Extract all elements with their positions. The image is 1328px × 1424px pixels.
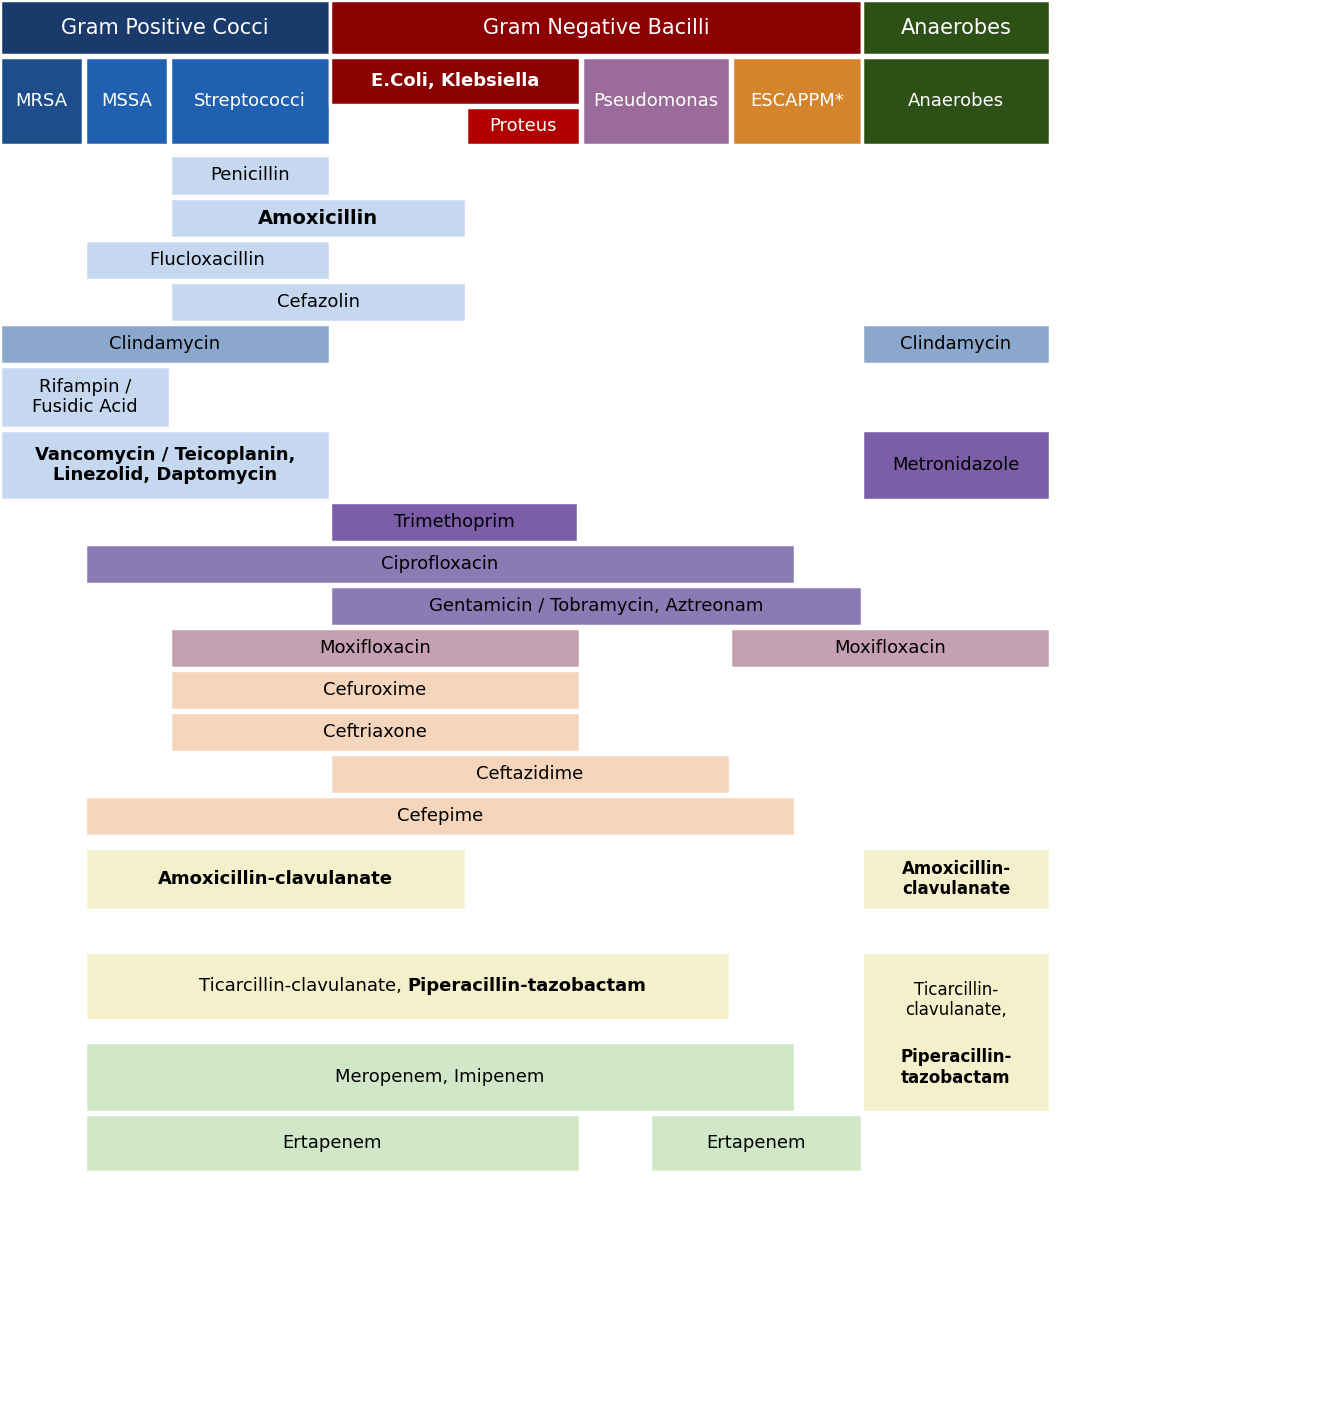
Bar <box>170 57 329 145</box>
Text: Anaerobes: Anaerobes <box>908 93 1004 110</box>
Text: Ticarcillin-
clavulanate,: Ticarcillin- clavulanate, <box>906 981 1007 1020</box>
Bar <box>170 712 580 752</box>
Text: Ceftazidime: Ceftazidime <box>477 765 583 783</box>
Text: Ceftriaxone: Ceftriaxone <box>323 723 426 740</box>
Text: Amoxicillin-clavulanate: Amoxicillin-clavulanate <box>158 870 393 889</box>
Text: Trimethoprim: Trimethoprim <box>393 513 514 531</box>
Text: Moxifloxacin: Moxifloxacin <box>319 639 430 656</box>
Text: Proteus: Proteus <box>489 117 556 135</box>
Bar <box>649 1114 862 1172</box>
Text: Clindamycin: Clindamycin <box>109 335 220 353</box>
Bar <box>85 1114 580 1172</box>
Text: Gram Positive Cocci: Gram Positive Cocci <box>61 17 268 37</box>
Bar <box>0 366 170 429</box>
Text: Vancomycin / Teicoplanin,
Linezolid, Daptomycin: Vancomycin / Teicoplanin, Linezolid, Dap… <box>35 446 295 484</box>
Bar <box>85 953 730 1020</box>
Text: Cefazolin: Cefazolin <box>276 293 360 310</box>
Text: Flucloxacillin: Flucloxacillin <box>150 251 266 269</box>
Bar <box>0 57 82 145</box>
Bar <box>170 628 580 668</box>
Text: Ciprofloxacin: Ciprofloxacin <box>381 555 498 572</box>
Bar <box>85 544 795 584</box>
Bar <box>329 57 580 105</box>
Bar <box>0 430 329 500</box>
Text: Amoxicillin-
clavulanate: Amoxicillin- clavulanate <box>902 860 1011 899</box>
Bar <box>170 198 466 238</box>
Bar <box>170 671 580 711</box>
Bar <box>329 0 862 56</box>
Text: Clindamycin: Clindamycin <box>900 335 1012 353</box>
Text: Gentamicin / Tobramycin, Aztreonam: Gentamicin / Tobramycin, Aztreonam <box>429 597 764 615</box>
Bar <box>862 57 1050 145</box>
Text: Metronidazole: Metronidazole <box>892 456 1020 474</box>
Text: Anaerobes: Anaerobes <box>900 17 1012 37</box>
Bar <box>85 796 795 836</box>
Bar <box>862 430 1050 500</box>
Text: Meropenem, Imipenem: Meropenem, Imipenem <box>335 1068 544 1087</box>
Bar <box>862 325 1050 365</box>
Text: MSSA: MSSA <box>101 93 151 110</box>
Text: E.Coli, Klebsiella: E.Coli, Klebsiella <box>371 73 539 90</box>
Bar <box>466 107 580 145</box>
Bar <box>0 0 329 56</box>
Text: Cefuroxime: Cefuroxime <box>324 681 426 699</box>
Text: ESCAPPM*: ESCAPPM* <box>750 93 843 110</box>
Bar <box>732 57 862 145</box>
Bar <box>329 753 730 795</box>
Text: Pseudomonas: Pseudomonas <box>594 93 718 110</box>
Text: Amoxicillin: Amoxicillin <box>258 208 378 228</box>
Bar <box>582 57 730 145</box>
Bar <box>170 155 329 197</box>
Bar <box>862 953 1050 1112</box>
Text: Piperacillin-tazobactam: Piperacillin-tazobactam <box>408 977 647 995</box>
Bar <box>85 241 329 281</box>
Bar <box>730 628 1050 668</box>
Bar <box>170 282 466 322</box>
Text: Cefepime: Cefepime <box>397 807 483 824</box>
Text: MRSA: MRSA <box>16 93 68 110</box>
Bar <box>862 0 1050 56</box>
Bar <box>862 849 1050 910</box>
Text: Gram Negative Bacilli: Gram Negative Bacilli <box>482 17 709 37</box>
Text: Penicillin: Penicillin <box>210 167 290 185</box>
Bar <box>329 503 578 543</box>
Text: Piperacillin-
tazobactam: Piperacillin- tazobactam <box>900 1048 1012 1087</box>
Text: Ticarcillin-clavulanate,: Ticarcillin-clavulanate, <box>199 977 408 995</box>
Bar <box>85 1042 795 1112</box>
Text: Streptococci: Streptococci <box>194 93 305 110</box>
Text: Ertapenem: Ertapenem <box>283 1134 382 1152</box>
Bar <box>329 587 862 627</box>
Bar <box>85 57 169 145</box>
Bar <box>0 325 329 365</box>
Text: Moxifloxacin: Moxifloxacin <box>834 639 946 656</box>
Text: Rifampin /
Fusidic Acid: Rifampin / Fusidic Acid <box>32 377 138 416</box>
Text: Ertapenem: Ertapenem <box>706 1134 806 1152</box>
Bar <box>85 849 466 910</box>
